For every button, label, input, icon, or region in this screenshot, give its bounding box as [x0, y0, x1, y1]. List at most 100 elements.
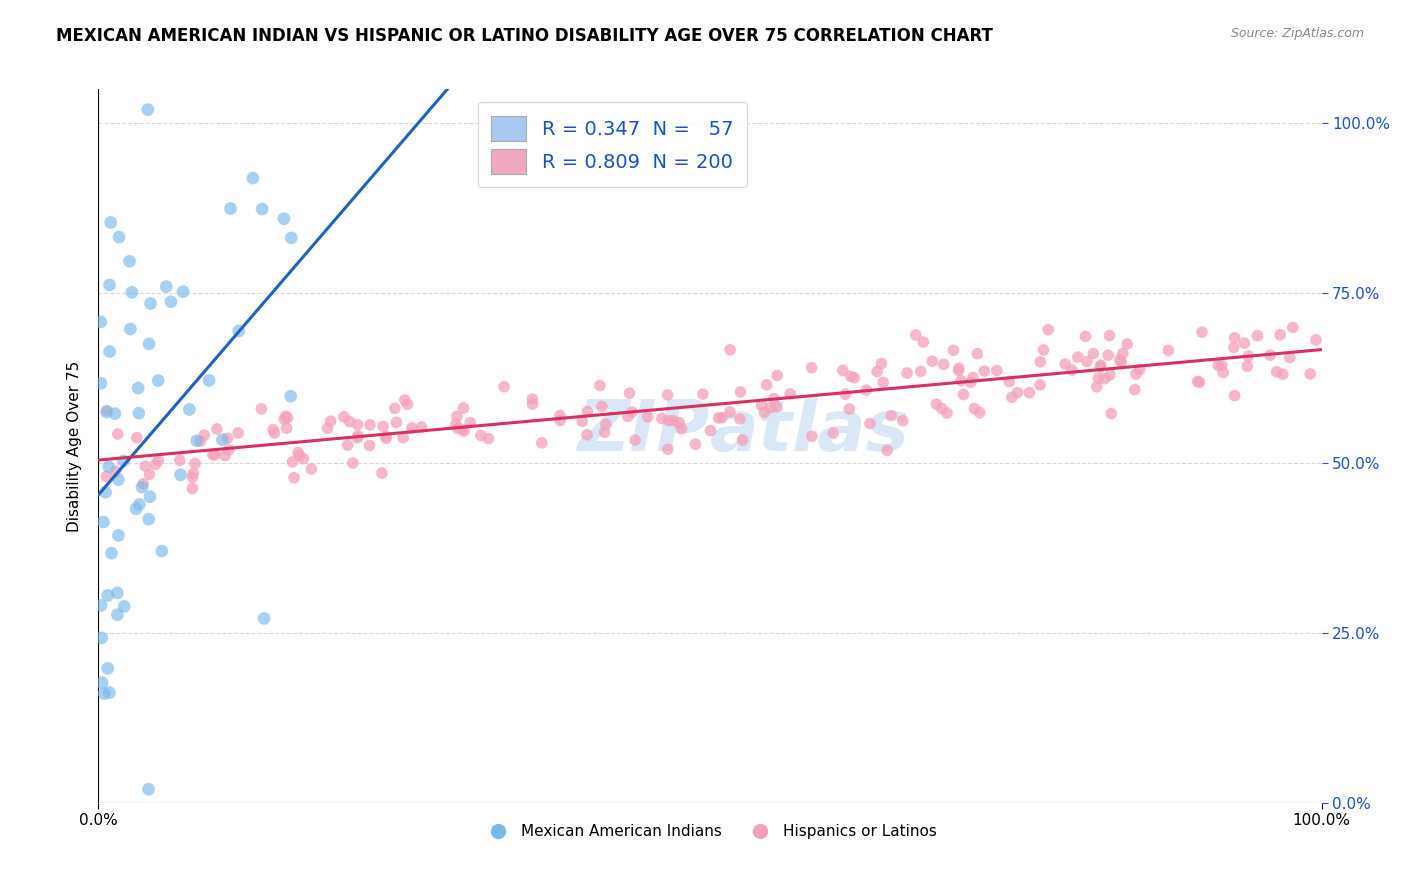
Point [765, 400, 787, 414]
Point [288, 449, 311, 463]
Point [876, 443, 898, 458]
Point [1129, 362, 1152, 376]
Point [392, 431, 415, 445]
Point [859, 417, 882, 431]
Point [96, 403, 118, 417]
Point [90, 631, 112, 645]
Point [96, 405, 118, 419]
Point [104, 465, 127, 479]
Point [731, 433, 754, 447]
Point [218, 442, 240, 457]
Point [148, 453, 170, 467]
Point [280, 389, 302, 403]
Point [401, 421, 423, 435]
Point [98, 344, 121, 359]
Point [548, 409, 571, 423]
Point [932, 357, 955, 371]
Point [139, 490, 162, 504]
Point [948, 363, 970, 377]
Point [128, 497, 150, 511]
Point [396, 397, 419, 411]
Point [217, 431, 239, 445]
Point [904, 328, 927, 343]
Y-axis label: Disability Age Over 75: Disability Age Over 75 [67, 360, 83, 532]
Point [718, 405, 741, 419]
Point [112, 599, 135, 614]
Point [1305, 333, 1327, 347]
Point [181, 482, 204, 496]
Point [1108, 352, 1130, 367]
Point [651, 411, 673, 425]
Point [730, 384, 752, 399]
Point [107, 607, 129, 622]
Point [591, 400, 613, 414]
Point [959, 375, 981, 389]
Point [1090, 358, 1112, 372]
Point [593, 425, 616, 440]
Point [273, 211, 295, 226]
Point [880, 409, 903, 423]
Point [138, 337, 160, 351]
Point [998, 375, 1021, 389]
Point [589, 378, 612, 392]
Point [855, 383, 877, 397]
Point [1212, 366, 1234, 380]
Point [359, 417, 381, 432]
Point [283, 470, 305, 484]
Point [1271, 368, 1294, 382]
Point [179, 402, 201, 417]
Point [870, 357, 893, 371]
Point [446, 409, 468, 424]
Point [839, 369, 862, 384]
Text: ZIP: ZIP [578, 397, 710, 467]
Point [169, 453, 191, 467]
Point [718, 343, 741, 357]
Point [800, 360, 823, 375]
Point [891, 414, 914, 428]
Point [1029, 355, 1052, 369]
Point [188, 434, 211, 449]
Point [292, 451, 315, 466]
Point [316, 421, 339, 435]
Point [280, 231, 302, 245]
Point [90, 599, 112, 613]
Point [1265, 365, 1288, 379]
Point [287, 445, 309, 459]
Text: Source: ZipAtlas.com: Source: ZipAtlas.com [1230, 27, 1364, 40]
Point [96, 469, 118, 483]
Point [128, 406, 150, 420]
Point [453, 401, 475, 415]
Point [1097, 348, 1119, 362]
Point [759, 401, 782, 415]
Point [138, 512, 160, 526]
Point [242, 171, 264, 186]
Point [1223, 341, 1246, 355]
Point [1090, 359, 1112, 374]
Point [374, 431, 396, 445]
Point [1268, 327, 1291, 342]
Point [359, 438, 381, 452]
Point [211, 433, 233, 447]
Point [950, 374, 973, 388]
Point [250, 202, 273, 216]
Point [1206, 359, 1229, 373]
Point [112, 454, 135, 468]
Point [132, 476, 155, 491]
Point [962, 370, 984, 384]
Point [1116, 337, 1139, 351]
Point [273, 412, 295, 426]
Point [90, 376, 112, 391]
Point [668, 416, 690, 430]
Point [120, 322, 142, 336]
Point [138, 782, 160, 797]
Point [931, 401, 953, 416]
Point [346, 417, 368, 432]
Point [98, 277, 121, 292]
Point [1123, 383, 1146, 397]
Point [105, 586, 128, 600]
Point [1099, 407, 1122, 421]
Point [336, 438, 359, 452]
Point [936, 406, 959, 420]
Point [1029, 378, 1052, 392]
Point [446, 421, 468, 435]
